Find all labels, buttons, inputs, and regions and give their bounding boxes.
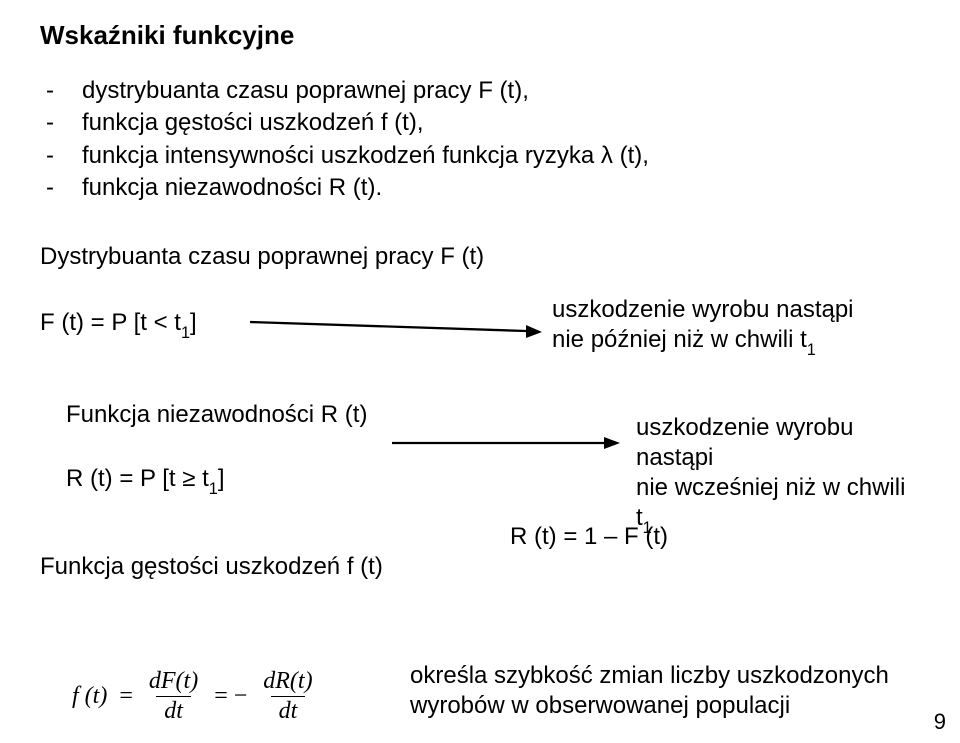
desc-line: nie wcześniej niż w chwili t1 <box>636 473 920 536</box>
eq-equals: = <box>113 683 139 710</box>
bullet-text: funkcja niezawodności R (t). <box>82 172 382 204</box>
page-title: Wskaźniki funkcyjne <box>40 20 920 51</box>
desc-line: nie później niż w chwili t1 <box>552 325 854 358</box>
eq-fraction: dR(t) dt <box>259 668 316 725</box>
bullet-dash: - <box>40 75 82 107</box>
eq-equals-neg: = − <box>208 683 253 710</box>
desc-line: uszkodzenie wyrobu nastąpi <box>636 413 920 473</box>
bullet-item: - funkcja niezawodności R (t). <box>40 172 920 204</box>
reliability-identity: R (t) = 1 – F (t) <box>510 523 668 551</box>
bullet-text: funkcja gęstości uszkodzeń f (t), <box>82 107 423 139</box>
desc-text: nie później niż w chwili t <box>552 326 807 353</box>
bullet-item: - dystrybuanta czasu poprawnej pracy F (… <box>40 75 920 107</box>
eq-fraction: dF(t) dt <box>145 668 202 725</box>
density-equation: f (t) = dF(t) dt = − dR(t) dt <box>66 668 323 725</box>
bullet-dash: - <box>40 172 82 204</box>
eq-denominator: dt <box>271 696 306 725</box>
expr-sub: 1 <box>209 480 218 498</box>
page-number: 9 <box>934 709 946 735</box>
bullet-list: - dystrybuanta czasu poprawnej pracy F (… <box>40 75 920 205</box>
desc-line: wyrobów w obserwowanej populacji <box>410 691 889 721</box>
expr-pre: F (t) = P [t < t <box>40 309 181 336</box>
bullet-text: funkcja intensywności uszkodzeń funkcja … <box>82 140 649 172</box>
desc-text: nie wcześniej niż w chwili t <box>636 474 905 531</box>
reliability-block: Funkcja niezawodności R (t) R (t) = P [t… <box>40 401 920 519</box>
density-row: Funkcja gęstości uszkodzeń f (t) R (t) =… <box>40 547 920 587</box>
expr-post: ] <box>190 309 197 336</box>
distribution-description: uszkodzenie wyrobu nastąpi nie później n… <box>552 295 854 358</box>
reliability-description: uszkodzenie wyrobu nastąpi nie wcześniej… <box>636 413 920 536</box>
bullet-item: - funkcja gęstości uszkodzeń f (t), <box>40 107 920 139</box>
equation-description: określa szybkość zmian liczby uszkodzony… <box>410 661 889 721</box>
bullet-text: dystrybuanta czasu poprawnej pracy F (t)… <box>82 75 529 107</box>
eq-numerator: dF(t) <box>145 668 202 696</box>
distribution-expression: F (t) = P [t < t1] <box>40 309 197 341</box>
distribution-label: Dystrybuanta czasu poprawnej pracy F (t) <box>40 243 920 271</box>
desc-sub: 1 <box>807 341 816 359</box>
arrow-icon <box>390 435 622 451</box>
desc-line: określa szybkość zmian liczby uszkodzony… <box>410 661 889 691</box>
expr-pre: R (t) = P [t ≥ t <box>66 465 209 492</box>
expr-post: ] <box>218 465 225 492</box>
eq-numerator: dR(t) <box>259 668 316 696</box>
desc-line: uszkodzenie wyrobu nastąpi <box>552 295 854 325</box>
reliability-label: Funkcja niezawodności R (t) <box>66 401 367 429</box>
bullet-dash: - <box>40 140 82 172</box>
distribution-row: F (t) = P [t < t1] uszkodzenie wyrobu na… <box>40 295 920 365</box>
eq-denominator: dt <box>156 696 191 725</box>
expr-sub: 1 <box>181 324 190 342</box>
bullet-dash: - <box>40 107 82 139</box>
eq-lhs: f (t) <box>66 683 113 710</box>
arrow-icon <box>248 316 544 340</box>
bullet-item: - funkcja intensywności uszkodzeń funkcj… <box>40 140 920 172</box>
reliability-expression: R (t) = P [t ≥ t1] <box>66 465 225 497</box>
density-label: Funkcja gęstości uszkodzeń f (t) <box>40 553 383 581</box>
